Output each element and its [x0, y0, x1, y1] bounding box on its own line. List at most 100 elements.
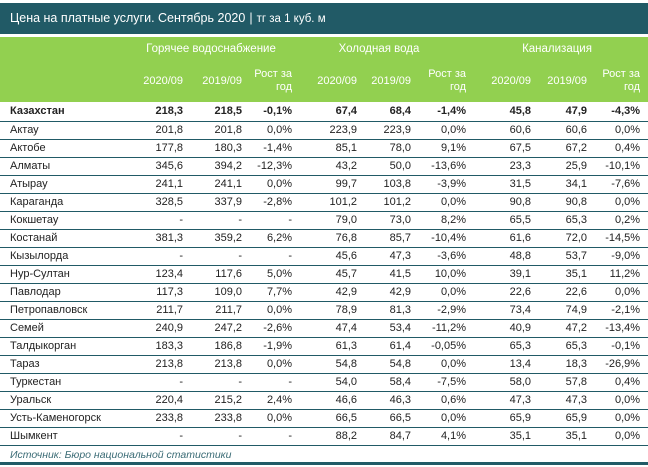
table-cell: -: [183, 247, 242, 266]
column-header: 2020/09: [143, 74, 183, 87]
column-header: 2019/09: [371, 74, 412, 87]
table-cell: 233,8: [183, 409, 242, 428]
table-cell: -0,1%: [587, 337, 648, 356]
table-cell: 0,0%: [411, 283, 467, 302]
table-cell: 220,4: [130, 391, 183, 410]
empty-header: [0, 37, 130, 60]
table-cell: -7,5%: [411, 373, 467, 392]
table-row: Усть-Каменогорск 233,8 233,8 0,0% 66,5 66,5 0,…: [0, 409, 648, 428]
table-cell: 0,0%: [587, 283, 648, 302]
table-row: Кызылорда - - -45,6 47,3 -3,6% 48,8 53,7 -9,0%: [0, 247, 648, 266]
table-cell: -1,4%: [411, 102, 467, 122]
title-separator: |: [249, 11, 253, 25]
city-name: Шымкент: [0, 427, 130, 446]
city-name: Петропавловск: [0, 301, 130, 320]
table-cell: 88,2: [292, 427, 358, 446]
table-cell: 60,6: [466, 121, 532, 140]
table-cell: 25,9: [531, 157, 588, 176]
table-cell: 218,5: [183, 102, 242, 122]
table-cell: 223,9: [357, 121, 412, 140]
table-cell: 0,0%: [587, 409, 648, 428]
table-cell: -4,3%: [587, 102, 648, 122]
table-cell: 35,1: [466, 427, 532, 446]
table-cell: 35,1: [531, 265, 588, 284]
table-cell: 35,1: [531, 427, 588, 446]
table-cell: -: [183, 427, 242, 446]
group-cold-water: Холодная вода: [338, 43, 420, 55]
table-cell: 0,0%: [411, 355, 467, 374]
table-row: Актобе 177,8 180,3 -1,4% 85,1 78,0 9,1% 67,5 67,…: [0, 139, 648, 158]
table-cell: 47,2: [531, 319, 588, 338]
table-cell: -: [242, 211, 293, 230]
table-cell: 67,2: [531, 139, 588, 158]
table-cell: 60,6: [531, 121, 588, 140]
tariff-table: Горячее водоснабжение Холодная вода Кана…: [0, 37, 648, 446]
table-cell: 0,0%: [242, 121, 293, 140]
table-cell: 201,8: [130, 121, 183, 140]
table-cell: -: [183, 373, 242, 392]
column-header: Рост за год: [602, 68, 641, 93]
table-cell: -: [242, 247, 293, 266]
city-name: Атырау: [0, 175, 130, 194]
table-cell: 72,0: [531, 229, 588, 248]
table-cell: 85,7: [357, 229, 412, 248]
table-cell: -: [130, 373, 183, 392]
table-cell: 99,7: [292, 175, 358, 194]
table-cell: -2,1%: [587, 301, 648, 320]
table-cell: 9,1%: [411, 139, 467, 158]
table-row: Тараз 213,8 213,8 0,0% 54,8 54,8 0,0% 13,4 18,3-…: [0, 355, 648, 374]
group-sewerage: Канализация: [522, 43, 592, 55]
table-cell: -2,9%: [411, 301, 467, 320]
table-cell: 85,1: [292, 139, 358, 158]
table-cell: 109,0: [183, 283, 242, 302]
table-cell: -0,1%: [242, 102, 293, 122]
table-cell: 18,3: [531, 355, 588, 374]
table-cell: 47,3: [357, 247, 412, 266]
table-cell: 45,8: [466, 102, 532, 122]
city-name: Усть-Каменогорск: [0, 409, 130, 428]
table-cell: 5,0%: [242, 265, 293, 284]
table-row: Кокшетау - - -79,0 73,0 8,2% 65,5 65,3 0,2%: [0, 211, 648, 230]
table-cell: 47,3: [466, 391, 532, 410]
table-cell: 240,9: [130, 319, 183, 338]
table-cell: 78,0: [357, 139, 412, 158]
table-cell: -12,3%: [242, 157, 293, 176]
column-header: Рост за год: [428, 68, 467, 93]
table-cell: 0,0%: [242, 409, 293, 428]
table-cell: -: [130, 247, 183, 266]
table-cell: 65,5: [466, 211, 532, 230]
title-bar: Цена на платные услуги. Сентябрь 2020 | тг…: [0, 3, 648, 34]
table-cell: -3,9%: [411, 175, 467, 194]
table-cell: 0,4%: [587, 139, 648, 158]
column-header: 2019/09: [547, 74, 588, 87]
table-body: Казахстан 218,3 218,5 -0,1% 67,4 68,4 -1,4% 45,…: [0, 102, 648, 446]
table-cell: 0,0%: [411, 121, 467, 140]
table-cell: 46,6: [292, 391, 358, 410]
table-cell: 74,9: [531, 301, 588, 320]
table-cell: 328,5: [130, 193, 183, 212]
city-name: Нур-Султан: [0, 265, 130, 284]
table-cell: 117,6: [183, 265, 242, 284]
table-row: Актау 201,8 201,8 0,0% 223,9 223,9 0,0% 60,6 60,…: [0, 121, 648, 140]
table-cell: 101,2: [292, 193, 358, 212]
table-cell: 47,3: [531, 391, 588, 410]
total-row: Казахстан 218,3 218,5 -0,1% 67,4 68,4 -1,4% 45,…: [0, 102, 648, 122]
table-cell: 241,1: [130, 175, 183, 194]
table-cell: 65,3: [531, 337, 588, 356]
table-cell: 211,7: [183, 301, 242, 320]
table-cell: 345,6: [130, 157, 183, 176]
table-cell: 117,3: [130, 283, 183, 302]
table-cell: 8,2%: [411, 211, 467, 230]
table-cell: 39,1: [466, 265, 532, 284]
table-cell: 4,1%: [411, 427, 467, 446]
bottom-divider: [0, 462, 648, 465]
table-cell: -: [183, 211, 242, 230]
table-cell: -7,6%: [587, 175, 648, 194]
table-cell: 81,3: [357, 301, 412, 320]
table-cell: -10,1%: [587, 157, 648, 176]
table-cell: 31,5: [466, 175, 532, 194]
city-name: Актау: [0, 121, 130, 140]
table-cell: 90,8: [466, 193, 532, 212]
table-cell: -2,8%: [242, 193, 293, 212]
